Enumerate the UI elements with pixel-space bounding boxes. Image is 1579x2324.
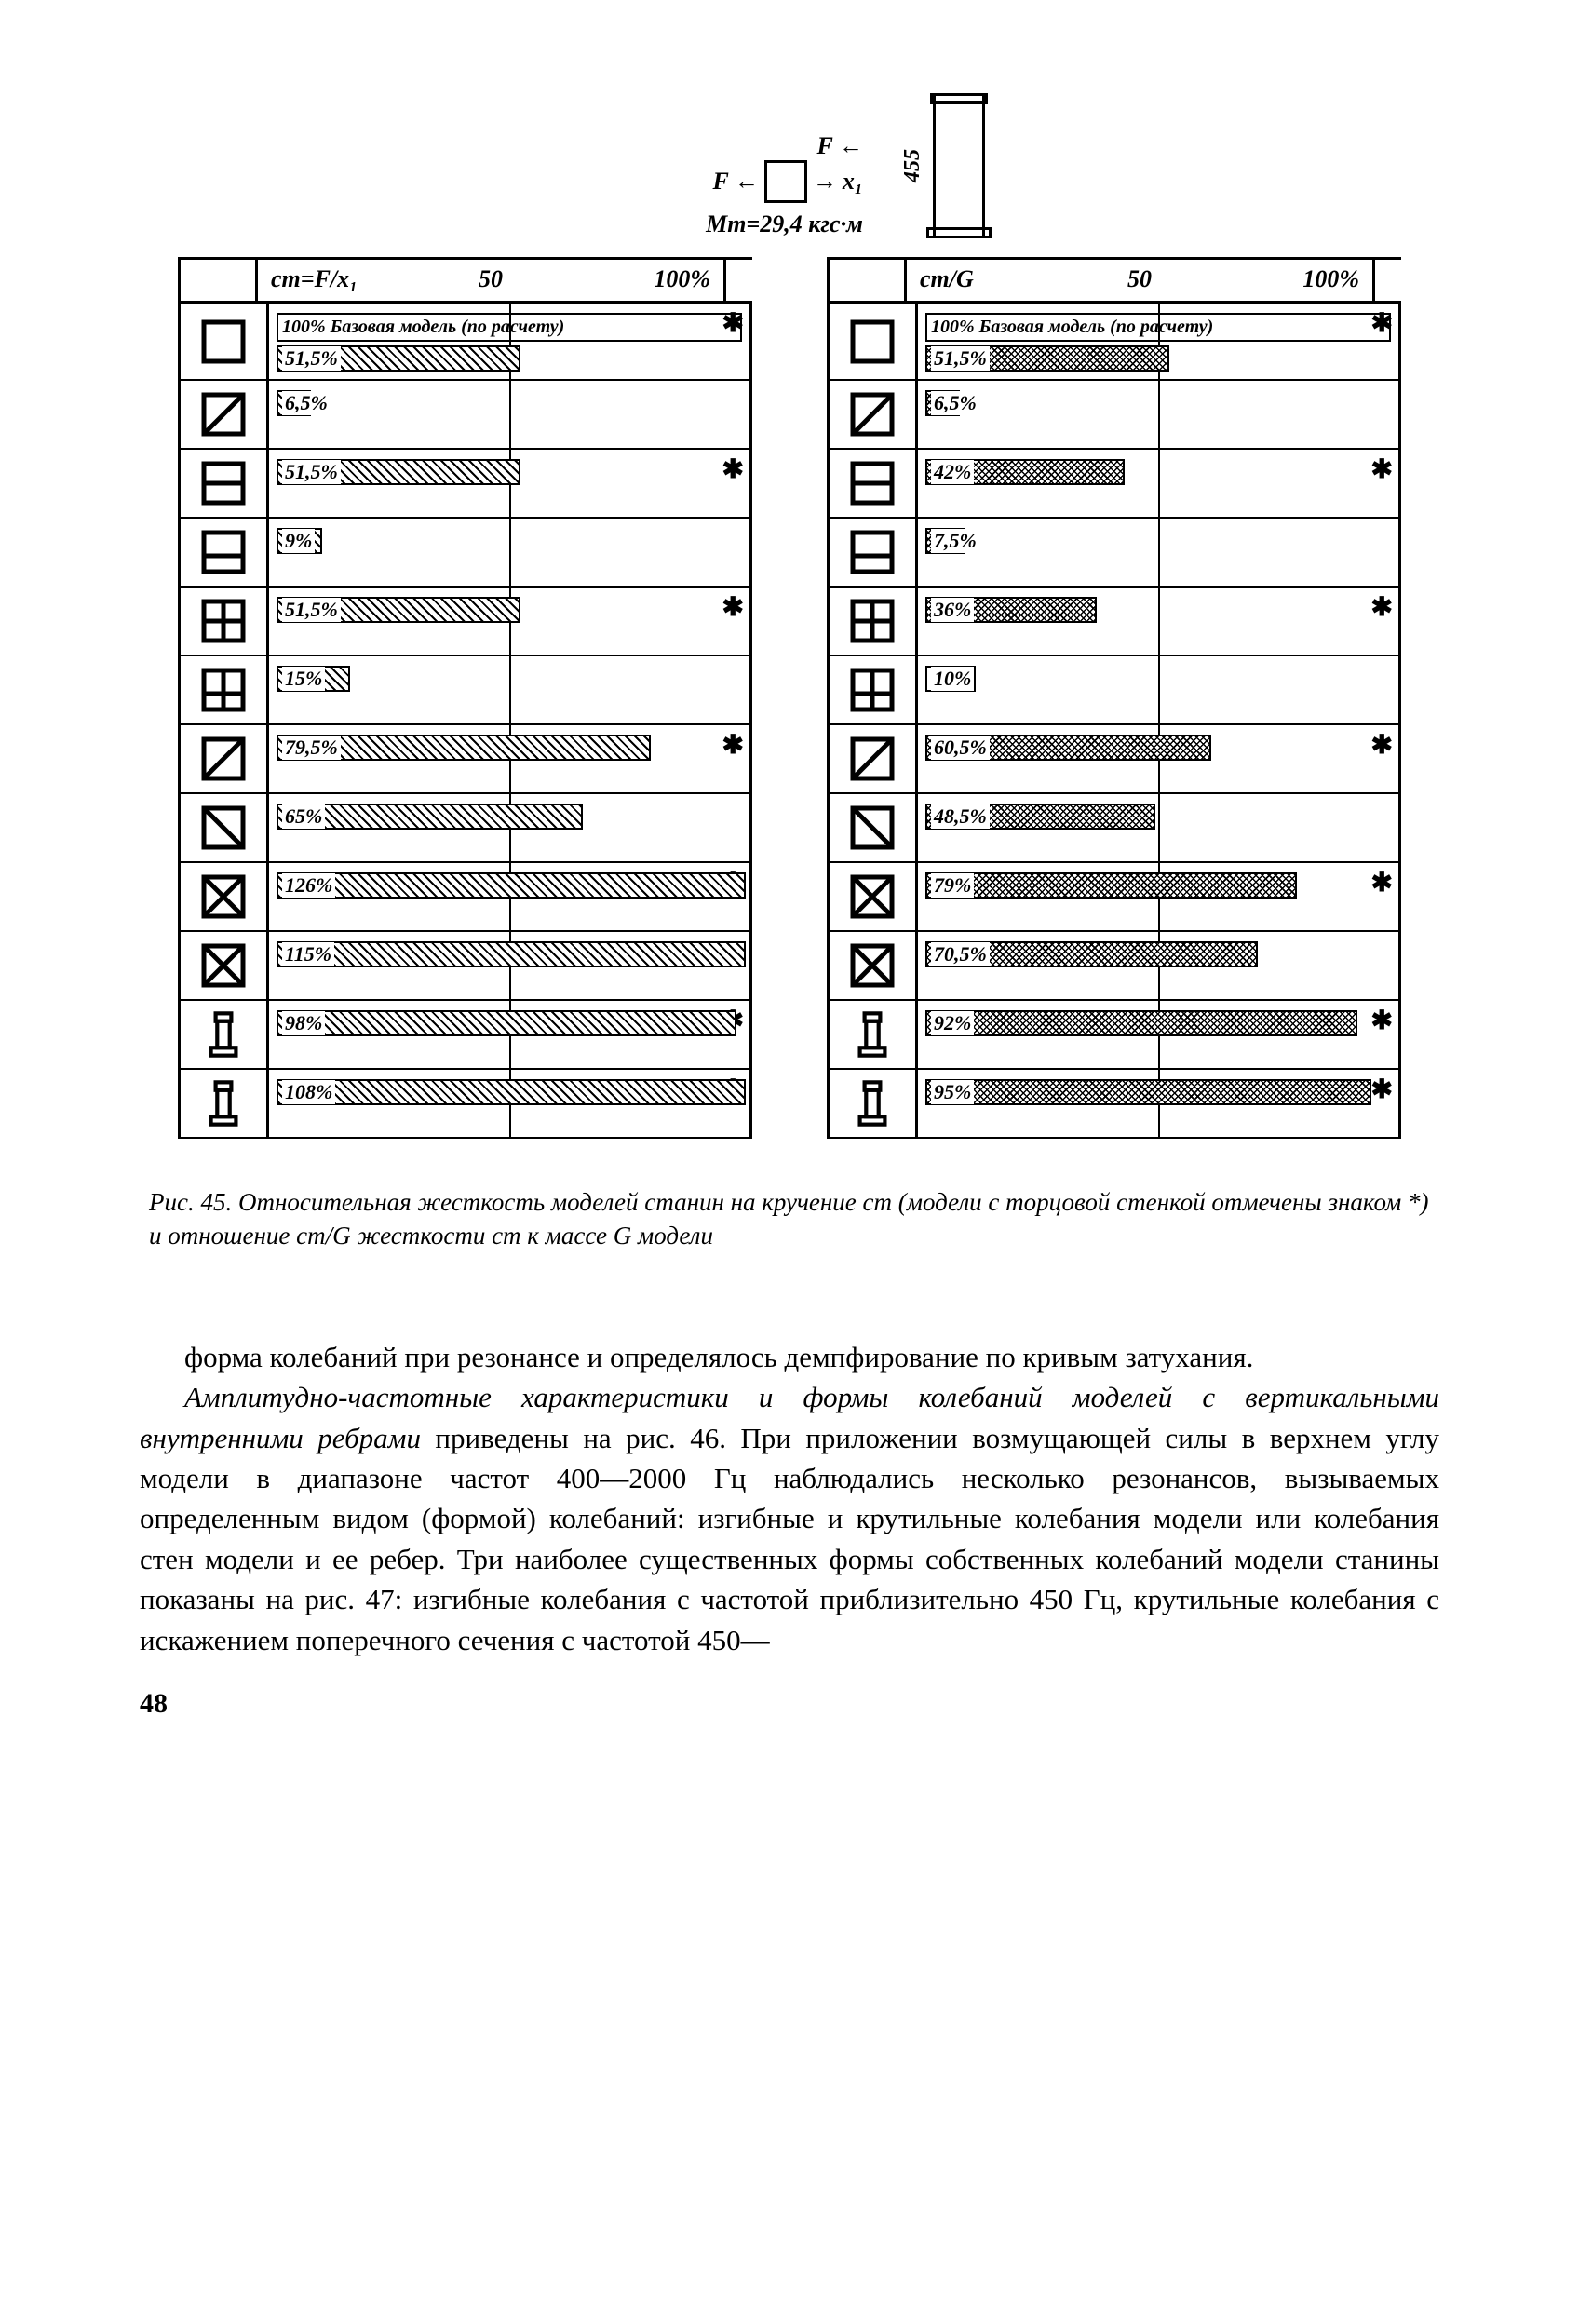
bar-cell: ✱60,5% — [918, 725, 1401, 792]
section-icon — [178, 1070, 269, 1137]
section-icon — [178, 588, 269, 655]
label-x1: x₁ — [843, 168, 863, 196]
table-right: cт/G50100%✱100% Базовая модель (по расче… — [827, 257, 1401, 1139]
body-text: форма колебаний при резонансе и определя… — [140, 1337, 1439, 1660]
bar-value-label: 126% — [282, 873, 335, 898]
section-icon — [178, 1001, 269, 1068]
bar-value-label: 36% — [931, 598, 974, 622]
section-icon — [178, 304, 269, 379]
section-icon — [827, 794, 918, 861]
bar — [277, 1010, 736, 1036]
label-F-bot: F — [712, 168, 728, 196]
section-icon — [178, 450, 269, 517]
bar-value-label: 60,5% — [931, 736, 990, 760]
bar-cell: ✱79,5% — [269, 725, 752, 792]
bar-cell: 65% — [269, 794, 752, 861]
bar-value-label: 7,5% — [931, 529, 979, 553]
bar-value-label: 115% — [282, 942, 334, 966]
bar-value-label: 6,5% — [931, 391, 979, 415]
bar-value-label: 79,5% — [282, 736, 341, 760]
bar — [277, 1079, 746, 1105]
bar-cell: 70,5% — [918, 932, 1401, 999]
bar-value-label: 51,5% — [282, 346, 341, 371]
section-icon — [827, 519, 918, 586]
bar-cell: ✱79% — [918, 863, 1401, 930]
bar — [925, 1079, 1371, 1105]
bar-cell: 115% — [269, 932, 752, 999]
figure-caption: Рис. 45. Относительная жесткость моделей… — [149, 1185, 1430, 1253]
bar-value-label: 9% — [282, 529, 315, 553]
bar-cell: ✱42% — [918, 450, 1401, 517]
section-icon — [178, 656, 269, 723]
bar-value-label: 42% — [931, 460, 974, 484]
section-icon — [827, 656, 918, 723]
endwall-star: ✱ — [1371, 307, 1393, 339]
bar-value-label: 6,5% — [282, 391, 331, 415]
section-icon — [827, 1001, 918, 1068]
bar-value-label: 51,5% — [282, 460, 341, 484]
bar-cell: ✱92% — [918, 1001, 1401, 1068]
section-icon — [827, 304, 918, 379]
page-number: 48 — [140, 1688, 1467, 1720]
section-icon — [178, 519, 269, 586]
section-icon — [827, 1070, 918, 1137]
bar-value-label: 15% — [282, 667, 325, 691]
bar — [277, 872, 746, 899]
bar-cell: ✱100% Базовая модель (по расчету)51,5% — [269, 304, 752, 379]
section-icon — [827, 932, 918, 999]
section-icon — [178, 381, 269, 448]
section-icon — [178, 794, 269, 861]
bar-cell: 48,5% — [918, 794, 1401, 861]
bar-value-label: 92% — [931, 1011, 974, 1035]
bar-value-label: 10% — [931, 667, 974, 691]
bar-cell: ✱95% — [918, 1070, 1401, 1137]
bar-value-label: 51,5% — [282, 598, 341, 622]
section-icon — [178, 863, 269, 930]
bar-cell: ✱51,5% — [269, 450, 752, 517]
section-icon — [827, 863, 918, 930]
bar-cell: ✱126% — [269, 863, 752, 930]
bar-cell: 15% — [269, 656, 752, 723]
bar-value-label: 95% — [931, 1080, 974, 1104]
paragraph-1: форма колебаний при резонансе и определя… — [140, 1337, 1439, 1377]
column-drawing — [933, 93, 985, 238]
bar — [925, 872, 1297, 899]
table-left: cт=F/x₁50100%✱100% Базовая модель (по ра… — [178, 257, 752, 1139]
endwall-star: ✱ — [722, 307, 744, 339]
bar-cell: ✱100% Базовая модель (по расчету)51,5% — [918, 304, 1401, 379]
bar-value-label: 108% — [282, 1080, 335, 1104]
section-icon — [827, 725, 918, 792]
diagram-top: F← F← →x₁ Mт=29,4 кгс·м 455 — [706, 93, 985, 238]
section-icon — [178, 932, 269, 999]
bar-cell: 9% — [269, 519, 752, 586]
bar-cell: ✱36% — [918, 588, 1401, 655]
bar-cell: 6,5% — [918, 381, 1401, 448]
square-icon — [764, 160, 807, 203]
bar-cell: 6,5% — [269, 381, 752, 448]
paragraph-2: Амплитудно-частотные характеристики и фо… — [140, 1377, 1439, 1660]
section-icon — [827, 381, 918, 448]
bar-value-label: 65% — [282, 804, 325, 829]
dim-455: 455 — [900, 149, 925, 182]
section-icon — [827, 588, 918, 655]
bar — [925, 1010, 1357, 1036]
bar-cell: ✱51,5% — [269, 588, 752, 655]
bar — [277, 941, 746, 967]
section-icon — [827, 450, 918, 517]
bar-cell: ✱108% — [269, 1070, 752, 1137]
bar-value-label: 79% — [931, 873, 974, 898]
bar-cell: 7,5% — [918, 519, 1401, 586]
moment-label: Mт=29,4 кгс·м — [706, 210, 863, 238]
bar-value-label: 48,5% — [931, 804, 990, 829]
figure-45: F← F← →x₁ Mт=29,4 кгс·м 455 cт=F/x₁50100… — [112, 93, 1467, 1139]
label-F-top: F — [817, 132, 833, 160]
bar-value-label: 51,5% — [931, 346, 990, 371]
p2-rest: приведены на рис. 46. При приложении воз… — [140, 1422, 1439, 1656]
bar-value-label: 70,5% — [931, 942, 990, 966]
bar-cell: ✱98% — [269, 1001, 752, 1068]
bar-cell: 10% — [918, 656, 1401, 723]
section-icon — [178, 725, 269, 792]
bar-value-label: 98% — [282, 1011, 325, 1035]
